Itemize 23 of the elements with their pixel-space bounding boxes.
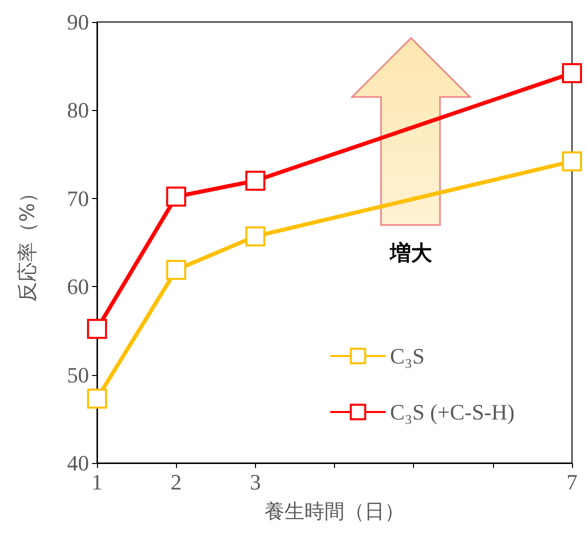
- x-axis-title: 養生時間（日）: [264, 499, 404, 523]
- x-tick-label: 2: [170, 470, 182, 494]
- y-tick-label: 90: [67, 10, 89, 34]
- x-tick-label: 7: [566, 470, 578, 494]
- point: [166, 186, 186, 207]
- y-tick-label: 70: [67, 186, 89, 211]
- point: [87, 388, 107, 409]
- legend-label: C₃S (+C-S-H): [390, 400, 515, 424]
- y-tick-label: 40: [67, 450, 89, 476]
- point: [87, 318, 107, 339]
- y-tick-label: 50: [67, 362, 89, 388]
- x-tick-label: 3: [250, 470, 261, 494]
- point: [245, 226, 266, 246]
- annotation: 増大: [389, 241, 433, 265]
- point: [562, 151, 582, 172]
- point: [562, 63, 582, 84]
- y-axis-title: 反応率（%）: [15, 182, 39, 302]
- y-tick-label: 80: [67, 98, 89, 123]
- point: [166, 260, 186, 280]
- x-tick-label: 1: [92, 470, 102, 494]
- legend-label: C₃S: [390, 344, 425, 368]
- y-tick-label: 60: [67, 274, 89, 300]
- point: [245, 170, 266, 191]
